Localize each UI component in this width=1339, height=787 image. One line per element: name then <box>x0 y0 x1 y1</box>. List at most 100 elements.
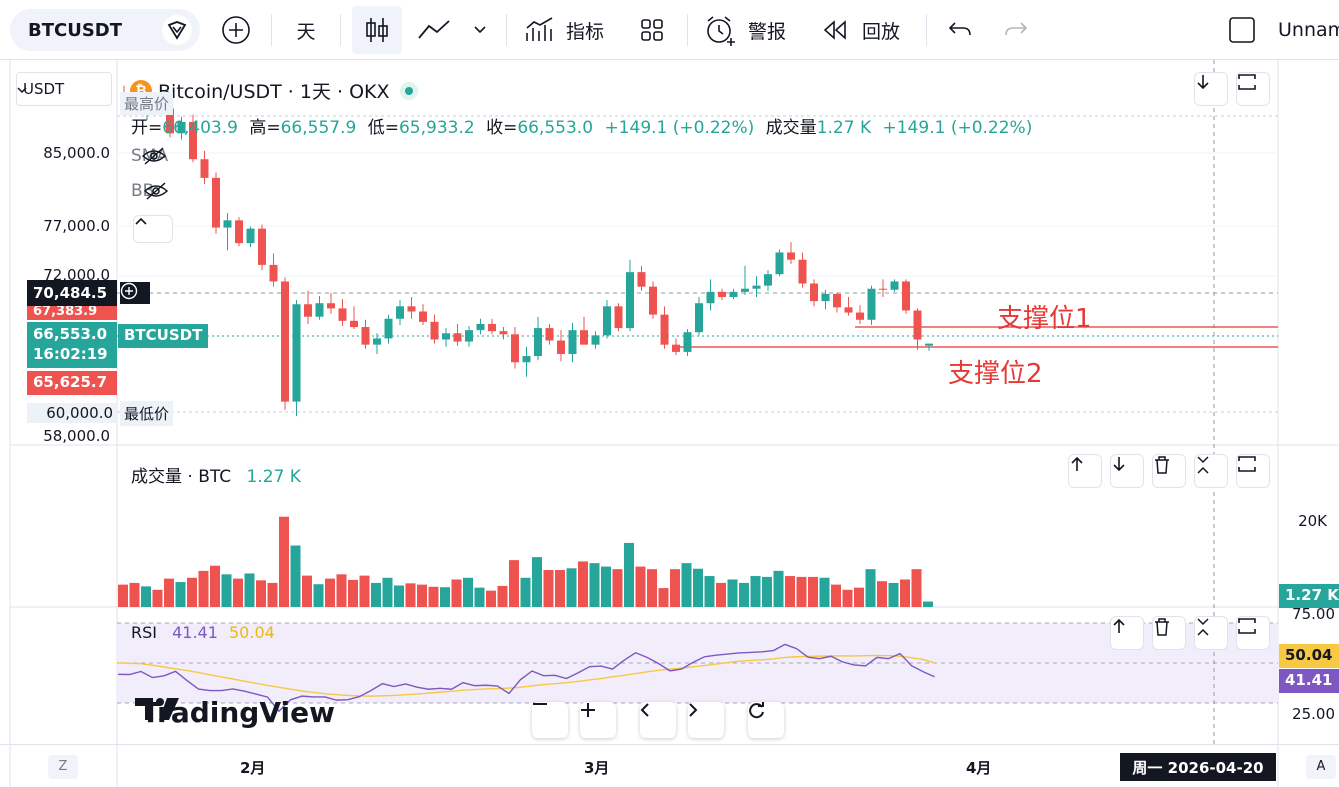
candle[interactable] <box>879 279 887 298</box>
candle[interactable] <box>890 279 899 292</box>
candle[interactable] <box>787 242 795 264</box>
candle[interactable] <box>798 252 807 288</box>
candle[interactable] <box>660 306 669 349</box>
candle[interactable] <box>810 279 818 307</box>
candle[interactable] <box>557 330 565 362</box>
candle[interactable] <box>764 270 772 291</box>
support-label-2[interactable]: 支撑位2 <box>948 359 1043 389</box>
candle[interactable] <box>281 277 289 410</box>
candle[interactable] <box>913 308 922 350</box>
reset-chart-button[interactable] <box>748 702 784 738</box>
candle[interactable] <box>246 226 255 248</box>
eye-off-icon[interactable] <box>143 181 169 201</box>
eye-off-icon[interactable] <box>141 146 167 166</box>
candle[interactable] <box>269 253 278 287</box>
candle[interactable] <box>902 279 910 314</box>
candle[interactable] <box>488 318 496 335</box>
candle[interactable] <box>821 289 830 310</box>
symbol-search-button[interactable]: BTCUSDT <box>10 9 200 51</box>
candle[interactable] <box>258 224 266 271</box>
candle[interactable] <box>729 288 738 300</box>
candle[interactable] <box>741 265 749 295</box>
volume-maximize-button[interactable] <box>1236 454 1270 488</box>
add-alert-crosshair-button[interactable] <box>120 282 150 304</box>
zoom-out-button[interactable] <box>532 702 568 738</box>
candle[interactable] <box>695 297 703 336</box>
auto-scale-left-button[interactable]: Z <box>48 755 78 779</box>
collapse-legend-button[interactable] <box>133 215 173 243</box>
candle[interactable] <box>752 276 761 298</box>
candle[interactable] <box>442 328 450 347</box>
candle[interactable] <box>361 319 370 349</box>
candle[interactable] <box>534 316 542 361</box>
candle[interactable] <box>499 327 508 340</box>
candle[interactable] <box>235 217 243 247</box>
rsi-delete-button[interactable] <box>1152 616 1186 650</box>
candle[interactable] <box>844 297 853 316</box>
candle[interactable] <box>327 292 335 314</box>
currency-selector[interactable]: USDT <box>16 72 112 106</box>
chart-type-dropdown[interactable] <box>466 10 494 50</box>
candle[interactable] <box>591 331 600 349</box>
candle[interactable] <box>833 292 841 313</box>
rsi-maximize-button[interactable] <box>1236 616 1270 650</box>
redo-button[interactable] <box>998 10 1034 50</box>
candle[interactable] <box>407 297 416 319</box>
candle[interactable] <box>856 305 864 324</box>
pane-maximize-button[interactable] <box>1236 72 1270 106</box>
candle[interactable] <box>419 304 427 325</box>
candle[interactable] <box>683 329 692 357</box>
candle[interactable] <box>476 318 485 335</box>
chart-canvas[interactable] <box>0 60 1339 787</box>
chart-area[interactable]: ₿ Bitcoin/USDT · 1天 · OKX 开=66,403.9 高=6… <box>0 60 1339 787</box>
candle[interactable] <box>672 338 680 356</box>
candle[interactable] <box>177 116 186 140</box>
candle[interactable] <box>649 281 657 319</box>
alert-button[interactable]: 警报 <box>704 10 796 50</box>
candle[interactable] <box>522 346 531 377</box>
indicators-button[interactable]: 指标 <box>524 10 616 50</box>
candle[interactable] <box>396 300 404 325</box>
interval-button[interactable]: 天 <box>286 10 326 50</box>
candle[interactable] <box>453 323 462 346</box>
candle[interactable] <box>189 114 197 163</box>
candle[interactable] <box>867 285 876 325</box>
candle[interactable] <box>304 290 312 324</box>
candle[interactable] <box>637 265 646 291</box>
support-label-1[interactable]: 支撑位1 <box>997 304 1092 334</box>
candles-chart-type-button[interactable] <box>352 6 402 54</box>
volume-delete-button[interactable] <box>1152 454 1186 488</box>
candle[interactable] <box>200 150 209 185</box>
scroll-right-button[interactable] <box>688 702 724 738</box>
compare-symbol-icon[interactable] <box>162 15 192 45</box>
volume-move-down-button[interactable] <box>1110 454 1144 488</box>
candle[interactable] <box>338 299 347 327</box>
fullscreen-toggle-button[interactable] <box>1224 10 1260 50</box>
candle[interactable] <box>603 300 611 339</box>
candle[interactable] <box>465 326 473 347</box>
candle[interactable] <box>315 295 324 320</box>
candle[interactable] <box>223 213 232 251</box>
tradingview-watermark[interactable]: TradingView <box>135 696 335 729</box>
volume-collapse-button[interactable] <box>1194 454 1228 488</box>
candle[interactable] <box>511 327 519 369</box>
replay-button[interactable]: 回放 <box>822 10 912 50</box>
volume-move-up-button[interactable] <box>1068 454 1102 488</box>
sma-indicator-legend[interactable]: SMA <box>131 146 168 166</box>
rsi-collapse-button[interactable] <box>1194 616 1228 650</box>
candle[interactable] <box>925 343 933 351</box>
candle[interactable] <box>373 333 381 354</box>
time-axis[interactable]: Z 2月 3月 4月 周一 2026-04-20 A <box>0 744 1339 787</box>
scroll-left-button[interactable] <box>640 702 676 738</box>
candle[interactable] <box>545 323 554 345</box>
candle[interactable] <box>580 316 588 345</box>
templates-button[interactable] <box>634 10 670 50</box>
candle[interactable] <box>430 314 439 344</box>
candle[interactable] <box>775 249 784 277</box>
line-tools-button[interactable] <box>412 10 456 50</box>
undo-button[interactable] <box>942 10 978 50</box>
candle[interactable] <box>718 288 726 301</box>
rsi-move-up-button[interactable] <box>1110 616 1144 650</box>
layout-name-button[interactable]: Unnam <box>1278 10 1339 50</box>
pane-move-down-button[interactable] <box>1194 72 1228 106</box>
